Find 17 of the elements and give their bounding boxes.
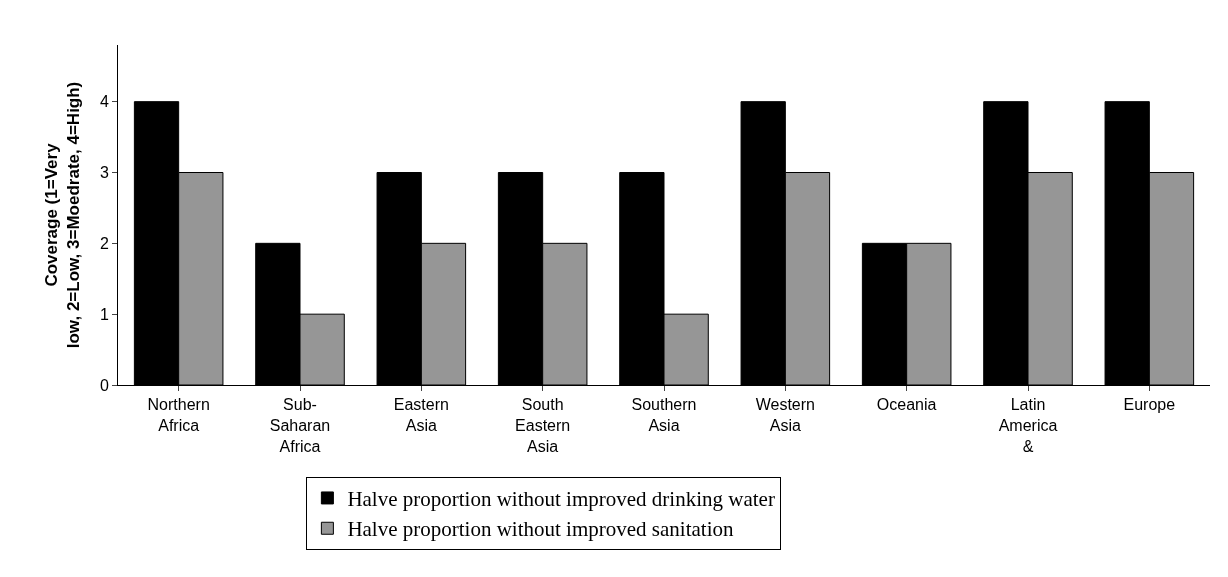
y-tick-label: 2 (99, 234, 109, 252)
x-tick-label: Sub-Saharan Africa (269, 396, 331, 455)
y-tick-label: 3 (99, 164, 109, 182)
y-tick-label: 0 (99, 376, 109, 394)
x-tick-label: Southern Asia (631, 396, 697, 434)
y-axis-title: Coverage (1=Very low, 2=Low, 3=Moedrate, 4=High) (42, 81, 84, 349)
y-tick-label: 1 (99, 305, 109, 323)
x-tick-label: South Eastern Asia (515, 396, 571, 455)
y-tick-label: 4 (99, 93, 109, 111)
x-tick-label: Oceania (876, 396, 937, 414)
legend-label: Halve proportion without improved sanitation (347, 517, 734, 542)
x-tick-label: Europe (1123, 396, 1176, 414)
legend-label: Halve proportion without improved drinking water (347, 487, 775, 512)
x-tick-label: Eastern Asia (393, 396, 449, 434)
x-tick-label: Western Asia (755, 396, 815, 434)
x-tick-label: Latin America & (998, 396, 1058, 455)
x-tick-label: Northern Africa (147, 396, 210, 434)
